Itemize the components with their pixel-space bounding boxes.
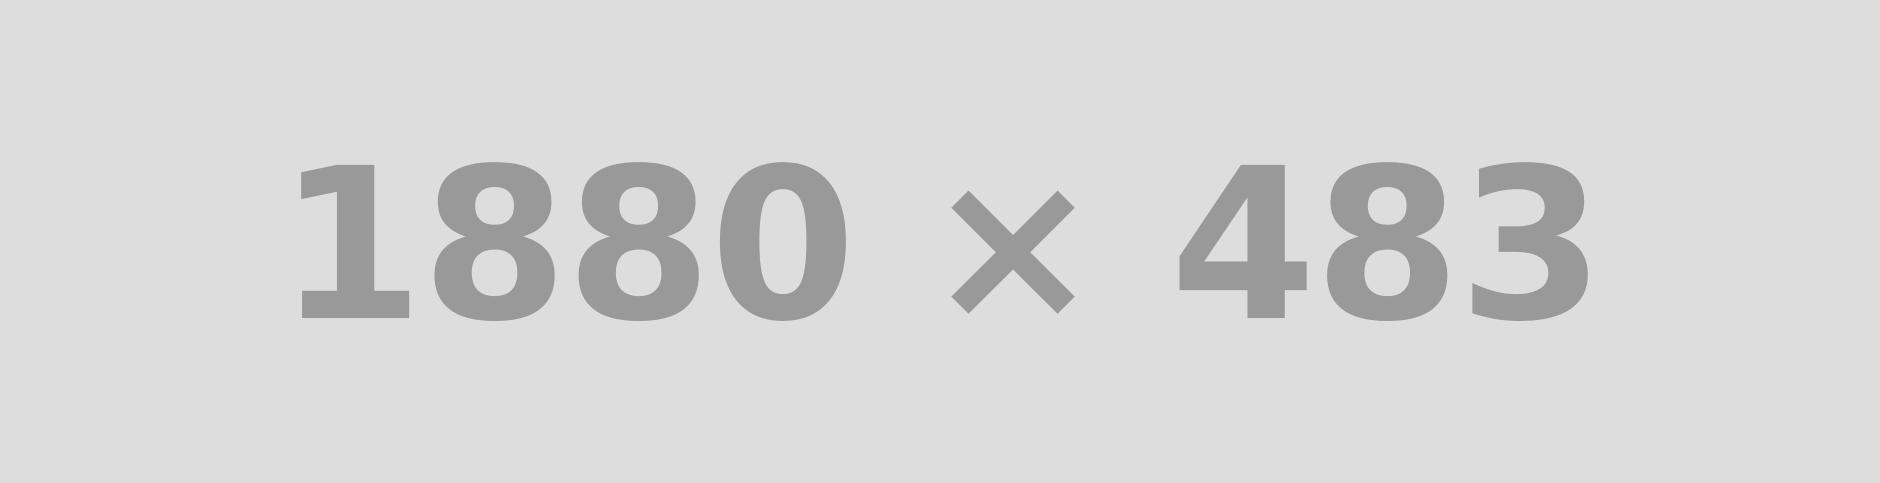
placeholder-dimensions-text: 1880 × 483 bbox=[277, 122, 1604, 368]
